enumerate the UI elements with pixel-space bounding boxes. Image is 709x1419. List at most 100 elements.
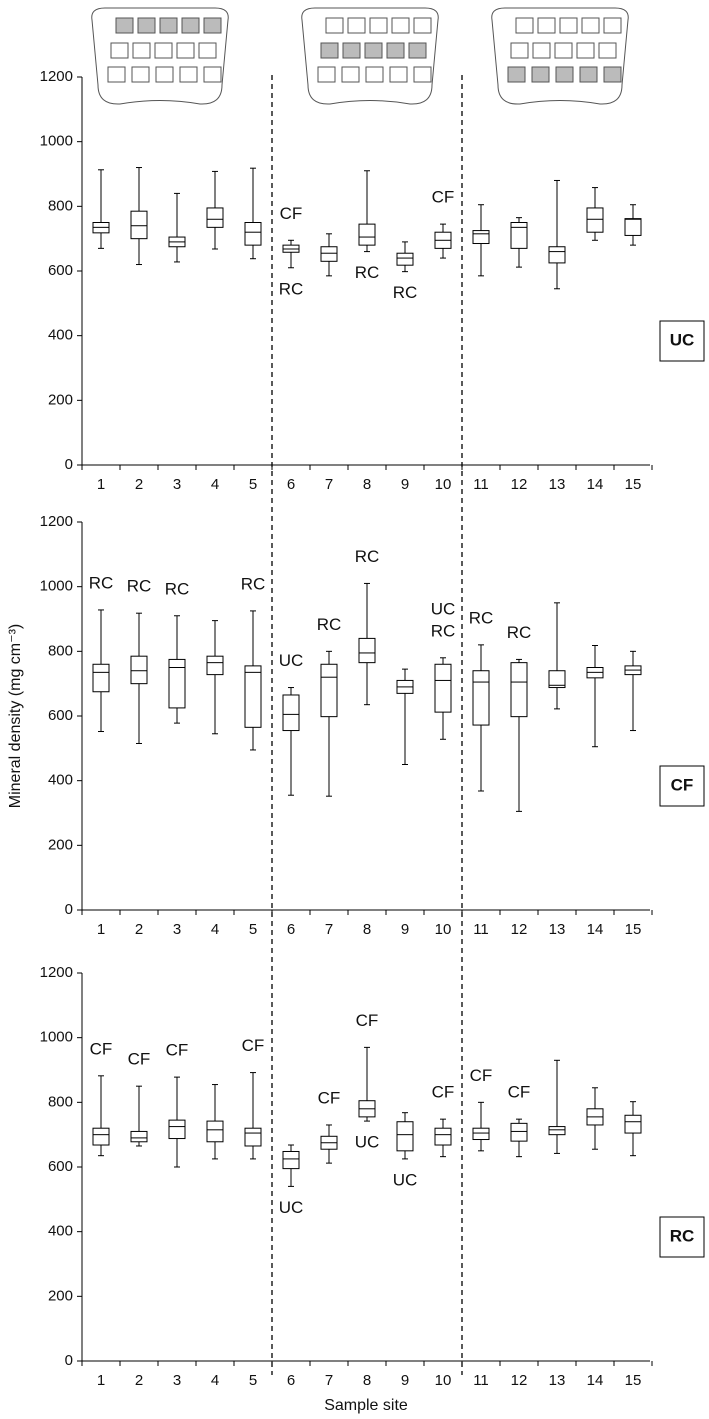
annotation: CF: [318, 1088, 341, 1107]
box: [396, 252, 414, 266]
x-tick-label: 5: [249, 921, 257, 938]
tooth-box: [515, 17, 534, 34]
box: [586, 207, 604, 233]
x-tick-label: 5: [249, 1372, 257, 1389]
x-tick-label: 10: [435, 476, 452, 493]
x-tick-label: 6: [287, 476, 295, 493]
y-tick-label: 0: [65, 456, 73, 473]
annotation: CF: [508, 1083, 531, 1102]
panel-label-box: [659, 320, 705, 362]
annotation: CF: [356, 1011, 379, 1030]
tooth-box: [507, 66, 526, 83]
y-tick-label: 400: [48, 772, 73, 789]
annotation: CF: [470, 1066, 493, 1085]
x-tick-label: 1: [97, 921, 105, 938]
tooth-box: [579, 66, 598, 83]
box: [358, 223, 376, 246]
tooth-box: [110, 42, 129, 59]
x-tick-label: 11: [473, 476, 489, 493]
tooth-box: [555, 66, 574, 83]
y-tick-label: 800: [48, 1093, 73, 1110]
annotation: UC: [355, 1133, 380, 1152]
tooth-box: [603, 66, 622, 83]
tooth-box: [364, 42, 383, 59]
x-tick-label: 6: [287, 1372, 295, 1389]
box: [510, 222, 528, 249]
x-tick-label: 14: [587, 921, 604, 938]
box: [130, 210, 148, 240]
tooth-box: [181, 17, 200, 34]
x-tick-label: 4: [211, 921, 219, 938]
y-tick-label: 0: [65, 901, 73, 918]
jaw-icon: [301, 7, 439, 105]
x-tick-label: 8: [363, 921, 371, 938]
annotation: RC: [431, 621, 456, 640]
box: [624, 218, 642, 236]
annotation: RC: [355, 263, 380, 282]
box: [244, 222, 262, 246]
box: [472, 1127, 490, 1141]
tooth-box: [408, 42, 427, 59]
box: [206, 207, 224, 228]
x-tick-label: 3: [173, 476, 181, 493]
jaw-outline: [301, 7, 439, 105]
x-tick-label: 7: [325, 921, 333, 938]
x-axis-label: Sample site: [324, 1397, 408, 1414]
box: [434, 663, 452, 713]
annotation: RC: [89, 573, 114, 592]
x-tick-label: 2: [135, 476, 143, 493]
box: [206, 655, 224, 676]
box: [510, 1122, 528, 1142]
box: [92, 1127, 110, 1146]
tooth-box: [554, 42, 573, 59]
x-tick-label: 11: [473, 921, 489, 938]
annotation: RC: [279, 279, 304, 298]
y-tick-label: 600: [48, 1158, 73, 1175]
x-tick-label: 11: [473, 1372, 489, 1389]
y-tick-label: 200: [48, 836, 73, 853]
y-tick-label: 1000: [40, 133, 73, 150]
annotation: CF: [128, 1050, 151, 1069]
box: [206, 1120, 224, 1143]
tooth-box: [320, 42, 339, 59]
annotation: UC: [393, 1170, 418, 1189]
box: [548, 1126, 566, 1136]
y-tick-label: 600: [48, 262, 73, 279]
tooth-box: [532, 42, 551, 59]
x-tick-label: 14: [587, 1372, 604, 1389]
tooth-box: [198, 42, 217, 59]
x-tick-label: 10: [435, 921, 452, 938]
x-tick-label: 7: [325, 1372, 333, 1389]
y-tick-label: 1200: [40, 964, 73, 981]
annotation: RC: [393, 283, 418, 302]
x-tick-label: 1: [97, 476, 105, 493]
x-tick-label: 13: [549, 1372, 566, 1389]
tooth-box: [365, 66, 384, 83]
x-tick-label: 14: [587, 476, 604, 493]
jaw-icon: [91, 7, 229, 105]
annotation: RC: [507, 623, 532, 642]
box: [472, 670, 490, 726]
tooth-box: [203, 17, 222, 34]
tooth-box: [137, 17, 156, 34]
annotation: RC: [355, 547, 380, 566]
x-tick-label: 12: [511, 476, 528, 493]
tooth-box: [342, 42, 361, 59]
box: [510, 662, 528, 718]
box: [624, 1114, 642, 1134]
x-tick-label: 12: [511, 1372, 528, 1389]
tooth-box: [107, 66, 126, 83]
box: [472, 230, 490, 245]
y-tick-label: 400: [48, 1223, 73, 1240]
box: [244, 1127, 262, 1147]
tooth-box: [325, 17, 344, 34]
x-tick-label: 9: [401, 476, 409, 493]
annotation: RC: [165, 579, 190, 598]
panel-label: UC: [670, 330, 695, 349]
box: [92, 663, 110, 693]
x-tick-label: 2: [135, 921, 143, 938]
annotation: CF: [280, 204, 303, 223]
x-tick-label: 9: [401, 921, 409, 938]
tooth-box: [176, 42, 195, 59]
